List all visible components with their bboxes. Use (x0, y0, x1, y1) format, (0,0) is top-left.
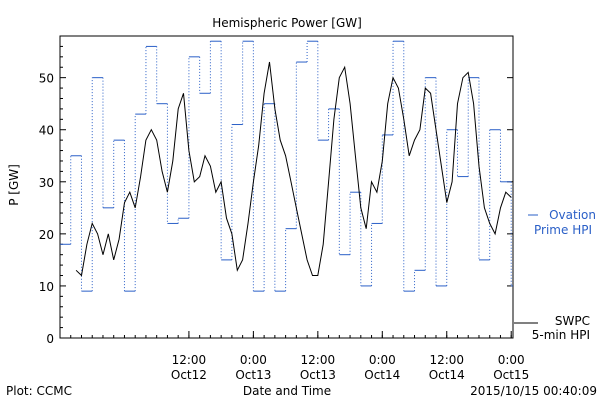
y-tick-label: 40 (39, 124, 54, 138)
series-ovation-prime (60, 40, 513, 292)
legend-ovation-prime: Ovation Prime HPI (528, 208, 596, 237)
x-tick-label-time: 0:00 (240, 353, 267, 367)
legend-ovation-line1: Ovation (549, 208, 596, 222)
x-tick-label-date: Oct13 (300, 368, 336, 382)
y-tick-label: 50 (39, 72, 54, 86)
x-tick-label-time: 12:00 (172, 353, 207, 367)
legend-swpc-line1: SWPC (555, 314, 590, 328)
x-tick-label-time: 12:00 (429, 353, 464, 367)
series-swpc-hpi (75, 61, 512, 277)
plot-timestamp: 2015/10/15 00:40:09 (470, 384, 597, 398)
plot-axes: 0102030405012:00Oct120:00Oct1312:00Oct13… (39, 35, 529, 382)
y-tick-label: 10 (39, 280, 54, 294)
x-tick-label-time: 12:00 (301, 353, 336, 367)
plot-frame (59, 35, 514, 339)
swpc-line (75, 61, 512, 277)
legend-ovation-line2: Prime HPI (534, 223, 592, 237)
x-axis-label: Date and Time (243, 384, 331, 398)
legend-swpc-line2: 5-min HPI (532, 328, 590, 342)
legend-swpc-hpi: SWPC 5-min HPI (514, 314, 590, 342)
x-tick-label-time: 0:00 (369, 353, 396, 367)
x-tick-label-date: Oct14 (429, 368, 465, 382)
x-tick-label-time: 0:00 (498, 353, 525, 367)
x-tick-label-date: Oct13 (235, 368, 271, 382)
y-tick-label: 30 (39, 176, 54, 190)
x-tick-label-date: Oct12 (171, 368, 207, 382)
plot-credit: Plot: CCMC (6, 384, 72, 398)
y-tick-label: 20 (39, 228, 54, 242)
x-tick-label-date: Oct15 (493, 368, 529, 382)
y-tick-label: 0 (46, 332, 54, 346)
chart-title: Hemispheric Power [GW] (212, 16, 362, 30)
y-axis-label: P [GW] (7, 164, 21, 206)
x-tick-label-date: Oct14 (364, 368, 400, 382)
